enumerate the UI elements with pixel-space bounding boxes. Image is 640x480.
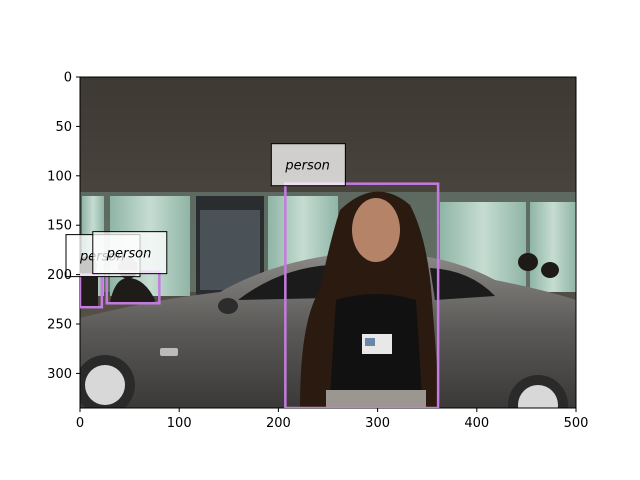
x-tick-label: 300 [365, 416, 390, 431]
detection-label: person [106, 247, 152, 262]
y-tick-label: 250 [47, 318, 72, 333]
background-person [518, 253, 538, 271]
detection-label-box [92, 231, 168, 275]
car-wheel [85, 365, 125, 405]
car-handle [160, 348, 178, 356]
detection-labels: personpersonperson [65, 143, 346, 278]
face [352, 198, 400, 262]
x-tick-label: 400 [464, 416, 489, 431]
car-window [238, 265, 330, 300]
y-axis: 0 50 100 150 200 250 300 [47, 71, 80, 382]
background-person [541, 262, 559, 278]
detection-label-box [270, 143, 346, 187]
background-person [80, 276, 98, 306]
detection-box [284, 182, 440, 408]
car-wheel [518, 385, 558, 408]
x-tick-label: 200 [266, 416, 291, 431]
photo-scene [80, 77, 576, 408]
car-mirror [218, 298, 238, 314]
detection-label: person [284, 159, 330, 174]
y-tick-label: 150 [47, 219, 72, 234]
x-axis: 0 100 200 300 400 500 [76, 408, 589, 431]
y-tick-label: 50 [55, 120, 72, 135]
x-tick-label: 0 [76, 416, 84, 431]
badge-photo [365, 338, 375, 346]
door-glass [200, 210, 260, 290]
y-tick-label: 100 [47, 169, 72, 184]
x-tick-label: 500 [564, 416, 589, 431]
belt [326, 390, 426, 408]
light-panel [530, 202, 576, 292]
y-tick-label: 200 [47, 268, 72, 283]
y-tick-label: 0 [64, 71, 72, 86]
y-tick-label: 300 [47, 367, 72, 382]
background-person [110, 278, 156, 302]
x-tick-label: 100 [167, 416, 192, 431]
car-window [430, 268, 495, 300]
